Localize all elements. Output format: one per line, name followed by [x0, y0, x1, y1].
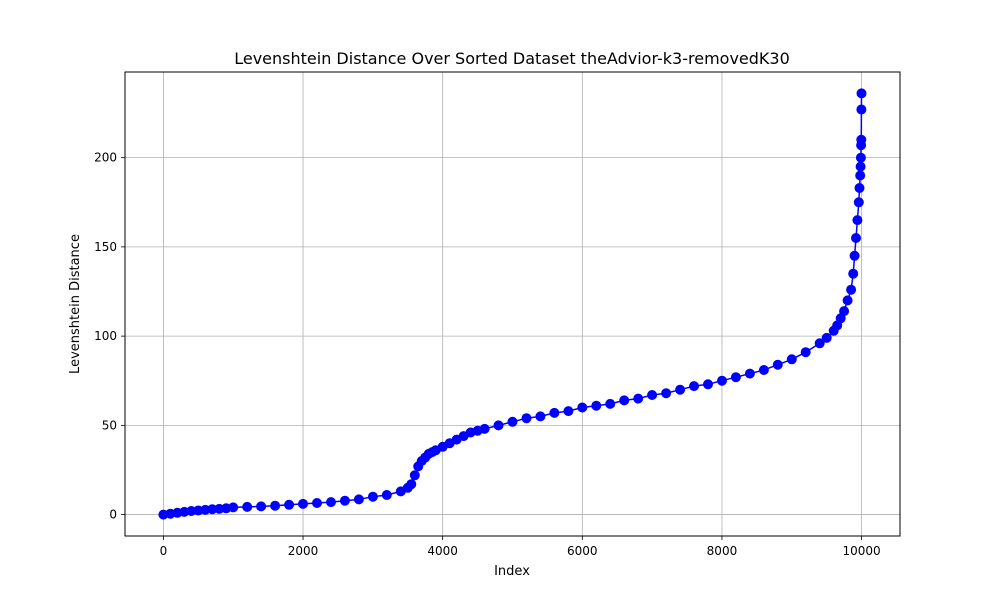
- data-point: [312, 498, 322, 508]
- data-point: [479, 423, 490, 434]
- data-point: [563, 406, 574, 417]
- data-point: [800, 347, 811, 358]
- data-point: [549, 407, 560, 418]
- data-point: [493, 420, 504, 431]
- data-point: [535, 411, 546, 422]
- data-point: [633, 393, 644, 404]
- data-point: [353, 494, 364, 505]
- data-point: [507, 416, 518, 427]
- y-tick-label: 0: [109, 508, 117, 522]
- x-axis-ticks: 0 2000 4000 6000 8000 10000: [160, 536, 881, 558]
- data-point: [744, 368, 755, 379]
- data-point: [367, 491, 378, 502]
- data-point: [821, 332, 832, 343]
- data-point: [772, 359, 783, 370]
- data-point: [689, 381, 699, 392]
- series-line: [163, 93, 863, 516]
- data-point: [675, 384, 686, 395]
- data-point: [409, 470, 420, 481]
- data-point: [521, 413, 532, 424]
- y-tick-label: 100: [94, 329, 117, 343]
- data-point: [270, 500, 281, 511]
- y-tick-label: 200: [94, 151, 117, 165]
- y-tick-label: 50: [102, 418, 117, 432]
- data-point: [855, 161, 866, 172]
- data-point: [298, 498, 308, 509]
- data-point: [852, 215, 863, 226]
- data-point: [851, 233, 861, 243]
- data-point: [577, 402, 588, 413]
- data-point: [661, 388, 672, 399]
- data-point: [856, 134, 867, 145]
- data-point: [758, 365, 769, 375]
- data-point: [703, 379, 713, 390]
- data-point: [814, 338, 825, 349]
- data-point: [242, 501, 253, 512]
- data-point: [619, 395, 630, 406]
- data-point: [326, 497, 336, 508]
- data-point: [839, 306, 850, 317]
- x-tick-label: 10000: [843, 544, 881, 558]
- x-axis-label: Index: [494, 564, 530, 579]
- data-point: [228, 502, 239, 513]
- data-point: [730, 372, 741, 383]
- data-point: [605, 398, 616, 409]
- data-point: [786, 354, 797, 365]
- data-point: [647, 390, 658, 400]
- data-point: [846, 284, 857, 295]
- x-tick-label: 2000: [288, 544, 319, 558]
- data-point: [256, 501, 267, 512]
- y-tick-label: 150: [94, 240, 117, 254]
- data-point: [591, 400, 602, 411]
- data-point: [856, 104, 867, 115]
- data-point: [842, 295, 853, 306]
- x-tick-label: 4000: [427, 544, 458, 558]
- x-tick-label: 6000: [567, 544, 598, 558]
- data-point: [284, 499, 295, 510]
- chart-title: Levenshtein Distance Over Sorted Dataset…: [234, 49, 790, 68]
- data-series: [158, 88, 867, 520]
- data-point: [854, 183, 865, 193]
- data-point: [381, 490, 392, 500]
- data-point: [849, 250, 860, 261]
- x-tick-label: 8000: [707, 544, 738, 558]
- grid-lines: [125, 72, 900, 536]
- y-axis-label: Levenshtein Distance: [68, 234, 83, 374]
- x-tick-label: 0: [160, 544, 168, 558]
- plot-frame: [124, 71, 901, 537]
- data-point: [853, 197, 864, 208]
- data-point: [848, 268, 859, 279]
- data-point: [406, 479, 417, 490]
- data-point: [855, 152, 866, 163]
- data-point: [855, 170, 866, 181]
- data-point: [856, 88, 867, 99]
- data-point: [717, 375, 727, 386]
- y-axis-ticks: 0 50 100 150 200: [94, 151, 125, 522]
- data-point: [339, 495, 350, 506]
